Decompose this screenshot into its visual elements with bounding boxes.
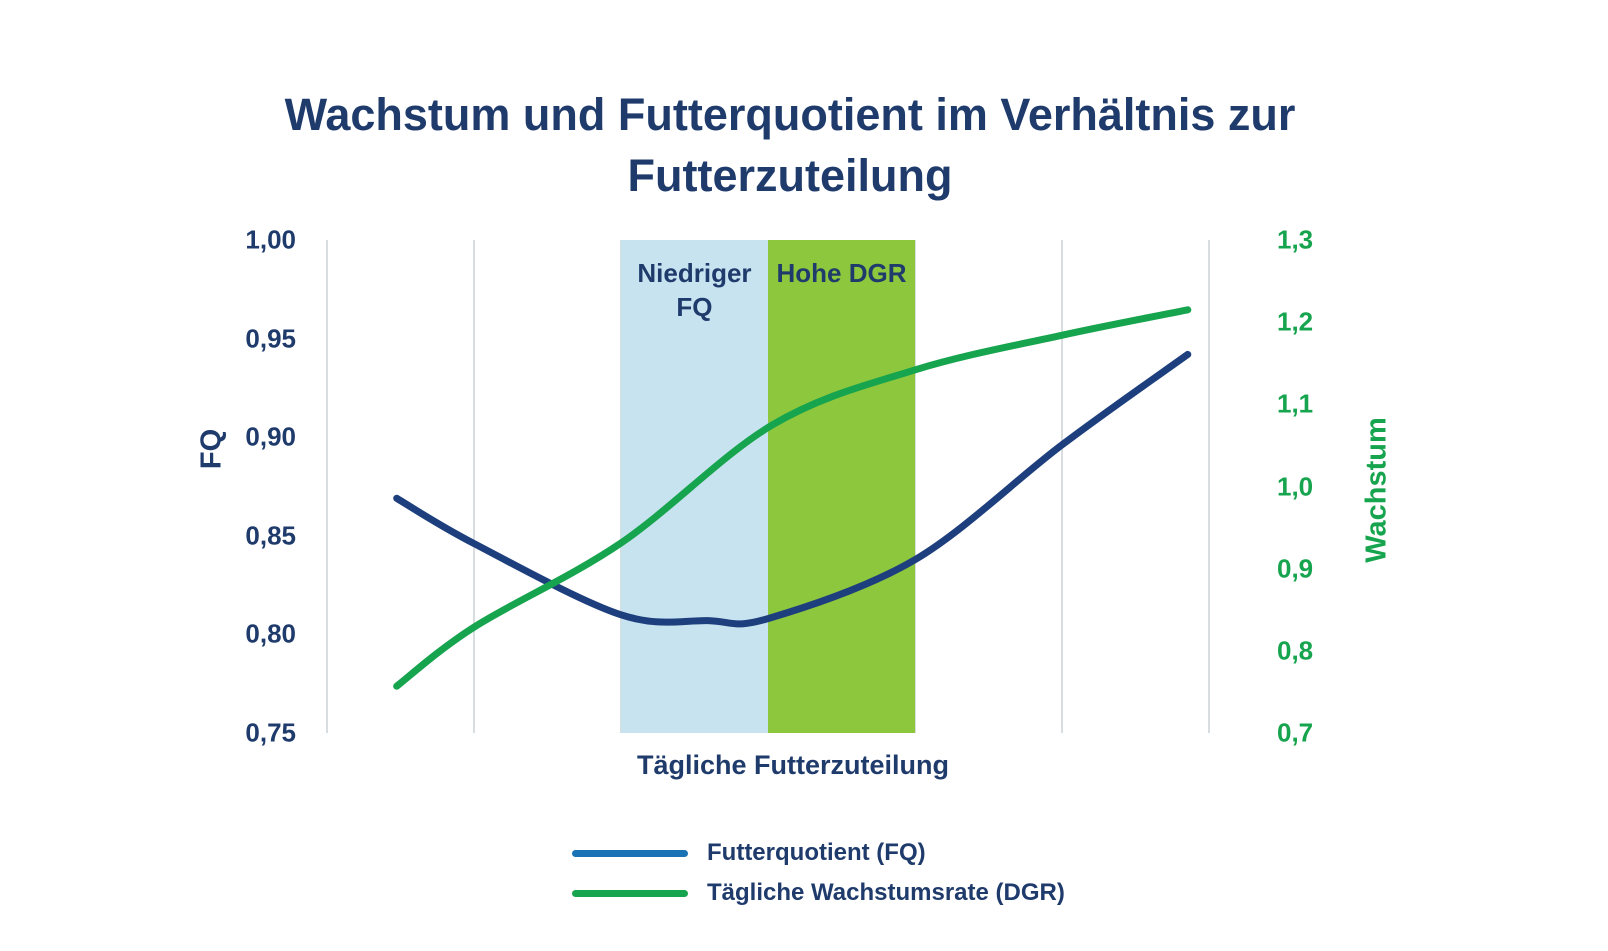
tick-label: 0,75 <box>245 717 296 748</box>
curve-fq <box>393 350 1192 628</box>
tick-label: 0,9 <box>1277 553 1314 584</box>
tick-label: 1,2 <box>1277 306 1314 337</box>
vertical-gridline <box>473 240 475 733</box>
highlight-region-1 <box>768 240 916 733</box>
right-axis-title: Wachstum <box>1360 417 1393 563</box>
legend-swatch-fq <box>572 849 688 857</box>
curves-layer <box>393 306 1192 690</box>
vertical-gridline <box>1061 240 1063 733</box>
plot-area: Niedriger FQ Hohe DGR <box>326 240 1210 733</box>
tick-label: 0,8 <box>1277 635 1314 666</box>
tick-label: 1,00 <box>245 224 296 255</box>
chart-title: Wachstum und Futterquotient im Verhältni… <box>284 89 1296 202</box>
region-label-0: Niedriger FQ <box>637 258 752 323</box>
tick-label: 1,3 <box>1277 224 1314 255</box>
tick-label: 0,85 <box>245 520 296 551</box>
legend-label-fq: Futterquotient (FQ) <box>707 839 926 866</box>
legend-swatch-dgr <box>572 889 688 897</box>
legend-item-dgr: Tägliche Wachstumsrate (DGR) <box>572 879 1065 906</box>
tick-label: 0,80 <box>245 618 296 649</box>
x-axis-title: Tägliche Futterzuteilung <box>636 750 949 780</box>
vertical-gridline <box>326 240 328 733</box>
right-axis-ticks: 1,3 1,2 1,1 1,0 0,9 0,8 0,7 <box>1277 226 1407 745</box>
tick-label: 0,7 <box>1277 717 1314 748</box>
curve-dgr <box>393 306 1192 690</box>
left-axis-ticks: 1,00 0,95 0,90 0,85 0,80 0,75 <box>130 226 296 745</box>
tick-label: 1,1 <box>1277 388 1314 419</box>
vertical-gridline <box>1208 240 1210 733</box>
region-label-1: Hohe DGR <box>776 258 907 288</box>
legend-label-dgr: Tägliche Wachstumsrate (DGR) <box>707 879 1065 906</box>
tick-label: 1,0 <box>1277 470 1314 501</box>
tick-label: 0,90 <box>245 421 296 452</box>
legend-item-fq: Futterquotient (FQ) <box>572 839 926 866</box>
tick-label: 0,95 <box>245 323 296 354</box>
